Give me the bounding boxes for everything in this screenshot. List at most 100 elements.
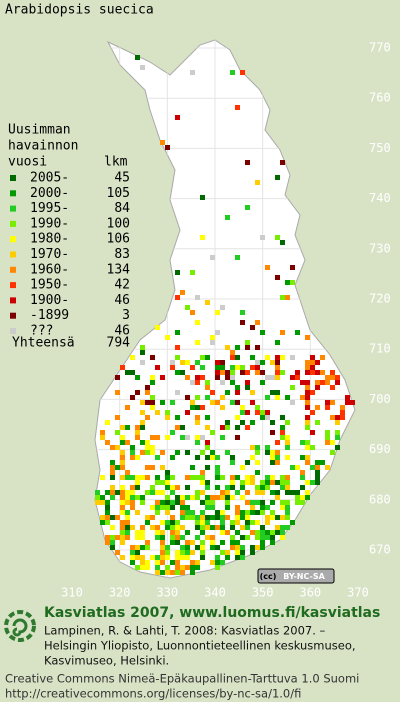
occurrence-square bbox=[205, 415, 210, 420]
occurrence-square bbox=[210, 515, 215, 520]
occurrence-square bbox=[165, 505, 170, 510]
occurrence-square bbox=[115, 375, 120, 380]
occurrence-square bbox=[300, 440, 305, 445]
occurrence-square bbox=[310, 390, 315, 395]
occurrence-square bbox=[200, 235, 205, 240]
occurrence-square bbox=[220, 365, 225, 370]
occurrence-square bbox=[245, 520, 250, 525]
occurrence-square bbox=[125, 370, 130, 375]
occurrence-square bbox=[265, 355, 270, 360]
occurrence-square bbox=[200, 475, 205, 480]
occurrence-square bbox=[260, 540, 265, 545]
occurrence-square bbox=[165, 495, 170, 500]
occurrence-square bbox=[265, 450, 270, 455]
occurrence-square bbox=[135, 455, 140, 460]
occurrence-square bbox=[195, 565, 200, 570]
license-line: http://creativecommons.org/licenses/by-n… bbox=[5, 687, 301, 701]
occurrence-square bbox=[215, 365, 220, 370]
occurrence-square bbox=[275, 390, 280, 395]
occurrence-square bbox=[235, 515, 240, 520]
northing-label: 770 bbox=[369, 41, 391, 55]
occurrence-square bbox=[240, 410, 245, 415]
occurrence-square bbox=[150, 465, 155, 470]
occurrence-square bbox=[160, 140, 165, 145]
occurrence-square bbox=[245, 385, 250, 390]
occurrence-square bbox=[260, 535, 265, 540]
occurrence-square bbox=[195, 525, 200, 530]
occurrence-square bbox=[265, 535, 270, 540]
occurrence-square bbox=[230, 375, 235, 380]
occurrence-square bbox=[260, 410, 265, 415]
occurrence-square bbox=[135, 475, 140, 480]
occurrence-square bbox=[290, 265, 295, 270]
occurrence-square bbox=[255, 460, 260, 465]
occurrence-square bbox=[185, 360, 190, 365]
occurrence-square bbox=[215, 515, 220, 520]
occurrence-square bbox=[195, 395, 200, 400]
occurrence-square bbox=[170, 490, 175, 495]
occurrence-square bbox=[165, 525, 170, 530]
occurrence-square bbox=[160, 550, 165, 555]
occurrence-square bbox=[305, 440, 310, 445]
occurrence-square bbox=[265, 375, 270, 380]
occurrence-square bbox=[220, 520, 225, 525]
occurrence-square bbox=[130, 500, 135, 505]
legend-swatch bbox=[10, 251, 16, 258]
occurrence-square bbox=[270, 480, 275, 485]
occurrence-square bbox=[240, 320, 245, 325]
occurrence-square bbox=[250, 500, 255, 505]
occurrence-square bbox=[115, 415, 120, 420]
occurrence-square bbox=[135, 530, 140, 535]
occurrence-square bbox=[115, 515, 120, 520]
occurrence-square bbox=[220, 360, 225, 365]
occurrence-square bbox=[325, 400, 330, 405]
occurrence-square bbox=[180, 370, 185, 375]
occurrence-square bbox=[290, 280, 295, 285]
occurrence-square bbox=[315, 420, 320, 425]
occurrence-square bbox=[160, 375, 165, 380]
badge-cc: (cc) bbox=[260, 572, 277, 581]
occurrence-square bbox=[330, 375, 335, 380]
occurrence-square bbox=[115, 430, 120, 435]
occurrence-square bbox=[235, 345, 240, 350]
occurrence-square bbox=[155, 410, 160, 415]
occurrence-square bbox=[285, 295, 290, 300]
legend-count: 84 bbox=[114, 201, 130, 216]
occurrence-square bbox=[155, 505, 160, 510]
species-title: Arabidopsis suecica bbox=[5, 3, 154, 18]
occurrence-square bbox=[140, 555, 145, 560]
occurrence-square bbox=[100, 435, 105, 440]
occurrence-square bbox=[140, 535, 145, 540]
occurrence-square bbox=[290, 520, 295, 525]
occurrence-square bbox=[280, 160, 285, 165]
occurrence-square bbox=[195, 375, 200, 380]
occurrence-square bbox=[220, 435, 225, 440]
occurrence-square bbox=[180, 360, 185, 365]
occurrence-square bbox=[170, 505, 175, 510]
occurrence-square bbox=[110, 485, 115, 490]
occurrence-square bbox=[150, 525, 155, 530]
occurrence-square bbox=[140, 560, 145, 565]
legend-period: ??? bbox=[30, 324, 53, 339]
legend-heading: Uusimman bbox=[8, 123, 71, 138]
occurrence-square bbox=[175, 345, 180, 350]
occurrence-square bbox=[290, 400, 295, 405]
occurrence-square bbox=[295, 500, 300, 505]
occurrence-square bbox=[120, 495, 125, 500]
occurrence-square bbox=[215, 555, 220, 560]
occurrence-square bbox=[155, 525, 160, 530]
occurrence-square bbox=[210, 455, 215, 460]
occurrence-square bbox=[120, 475, 125, 480]
occurrence-square bbox=[190, 560, 195, 565]
occurrence-square bbox=[205, 455, 210, 460]
occurrence-square bbox=[320, 370, 325, 375]
occurrence-square bbox=[105, 510, 110, 515]
occurrence-square bbox=[130, 555, 135, 560]
legend-period: 1995- bbox=[30, 201, 69, 216]
occurrence-square bbox=[285, 510, 290, 515]
occurrence-square bbox=[115, 550, 120, 555]
occurrence-square bbox=[185, 545, 190, 550]
occurrence-square bbox=[120, 455, 125, 460]
occurrence-square bbox=[210, 495, 215, 500]
occurrence-square bbox=[235, 435, 240, 440]
